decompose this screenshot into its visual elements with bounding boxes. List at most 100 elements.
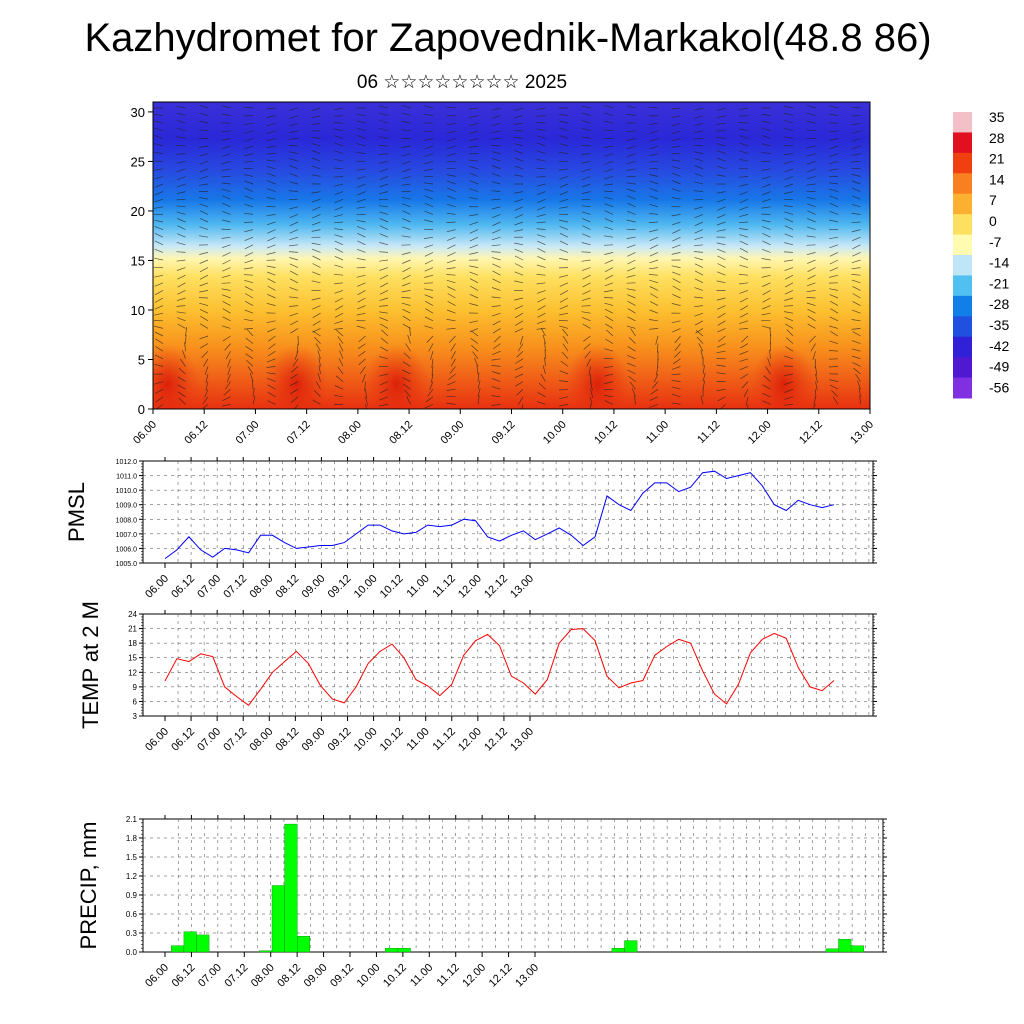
wind-arrow	[514, 191, 524, 194]
wind-arrow	[761, 248, 771, 253]
wind-arrow	[379, 105, 389, 109]
wind-arrow	[266, 188, 276, 192]
wind-arrow	[649, 279, 659, 284]
x-tick-label: 13.00	[513, 962, 541, 990]
wind-arrow	[312, 312, 321, 319]
precip-bar	[196, 934, 210, 953]
wind-arrow	[515, 381, 524, 387]
wind-arrow	[806, 282, 816, 287]
wind-arrow	[334, 107, 344, 111]
wind-arrow	[649, 319, 659, 322]
wind-arrow	[693, 190, 704, 192]
wind-arrow	[762, 400, 771, 405]
wind-arrow	[469, 145, 479, 148]
wind-arrow	[806, 183, 816, 186]
wind-arrow	[738, 122, 749, 124]
wind-arrow	[294, 351, 299, 360]
wind-arrow	[267, 384, 276, 390]
wind-arrow	[424, 210, 434, 215]
wind-arrow	[517, 343, 524, 352]
wind-arrow	[671, 145, 681, 148]
wind-arrow	[739, 358, 749, 362]
wind-arrow	[201, 404, 209, 409]
wind-arrow	[536, 328, 546, 330]
wind-arrow	[222, 267, 231, 272]
wind-arrow	[581, 145, 591, 147]
wind-arrow	[544, 342, 546, 352]
wind-arrow	[514, 143, 524, 147]
chart-subtitle: 06 ☆☆☆☆☆☆☆☆ 2025	[356, 72, 568, 93]
wind-arrow	[266, 166, 276, 170]
wind-arrow	[851, 195, 861, 200]
wind-arrow	[491, 251, 501, 253]
wind-arrow	[379, 136, 389, 139]
wind-arrow	[656, 343, 659, 353]
wind-arrow	[199, 210, 209, 215]
wind-arrow	[784, 119, 794, 124]
wind-arrow	[784, 381, 794, 385]
warm-core	[153, 344, 200, 409]
wind-arrow	[289, 257, 299, 261]
wind-arrow	[581, 259, 591, 262]
wind-arrow	[559, 305, 569, 310]
wind-arrow	[469, 107, 479, 110]
wind-arrow	[536, 128, 546, 132]
wind-arrow	[649, 301, 659, 306]
wind-arrow	[199, 145, 209, 148]
wind-arrow	[700, 349, 704, 359]
wind-arrow	[536, 282, 546, 285]
wind-arrow	[244, 267, 254, 270]
grid	[143, 461, 873, 563]
wind-arrow	[447, 244, 456, 250]
wind-arrow	[199, 226, 209, 230]
wind-arrow	[226, 373, 231, 383]
wind-arrow	[514, 115, 524, 119]
x-tick-label: 06.12	[170, 962, 198, 990]
wind-arrow	[761, 113, 771, 116]
wind-arrow	[515, 358, 524, 364]
wind-arrow	[604, 218, 614, 223]
x-tick-label: 06.00	[143, 726, 171, 754]
wind-arrow	[717, 255, 726, 261]
wind-arrow	[536, 264, 546, 268]
wind-arrow	[491, 386, 501, 390]
wind-arrow	[469, 252, 479, 255]
wind-arrow	[671, 172, 681, 177]
wind-arrow	[716, 165, 726, 170]
wind-arrow	[447, 195, 456, 200]
x-tick-label: 12.12	[482, 726, 510, 754]
x-tick-label: 11.12	[695, 419, 722, 446]
wind-arrow	[424, 113, 434, 116]
wind-arrow	[222, 335, 231, 342]
wind-arrow	[334, 247, 344, 253]
wind-arrow	[177, 225, 186, 230]
wind-arrow	[424, 160, 434, 165]
wind-arrow	[829, 145, 839, 150]
wind-arrow	[784, 211, 794, 215]
wind-arrow	[379, 356, 389, 360]
wind-arrow	[806, 297, 816, 299]
wind-arrow	[671, 402, 681, 405]
wind-arrow	[430, 351, 434, 360]
x-tick-label: 10.00	[541, 419, 569, 447]
wind-arrow	[289, 190, 299, 192]
wind-arrow	[829, 210, 839, 215]
wind-arrow	[761, 152, 771, 154]
y-tick-label: 24	[128, 610, 137, 619]
wind-arrow	[851, 340, 861, 344]
wind-arrow	[762, 290, 771, 296]
wind-arrow	[312, 330, 321, 337]
wind-arrow	[313, 390, 321, 398]
wind-arrow	[379, 233, 389, 238]
wind-arrow	[694, 181, 704, 185]
wind-arrow	[583, 343, 591, 350]
wind-arrow	[671, 197, 681, 200]
wind-arrow	[333, 115, 344, 117]
wind-arrow	[199, 282, 209, 287]
wind-arrow	[221, 228, 231, 230]
wind-arrow	[743, 389, 749, 398]
wind-arrow	[537, 297, 546, 303]
wind-arrow	[356, 257, 366, 261]
precip-bar	[271, 885, 285, 953]
x-tick-label: 12.00	[456, 726, 484, 754]
